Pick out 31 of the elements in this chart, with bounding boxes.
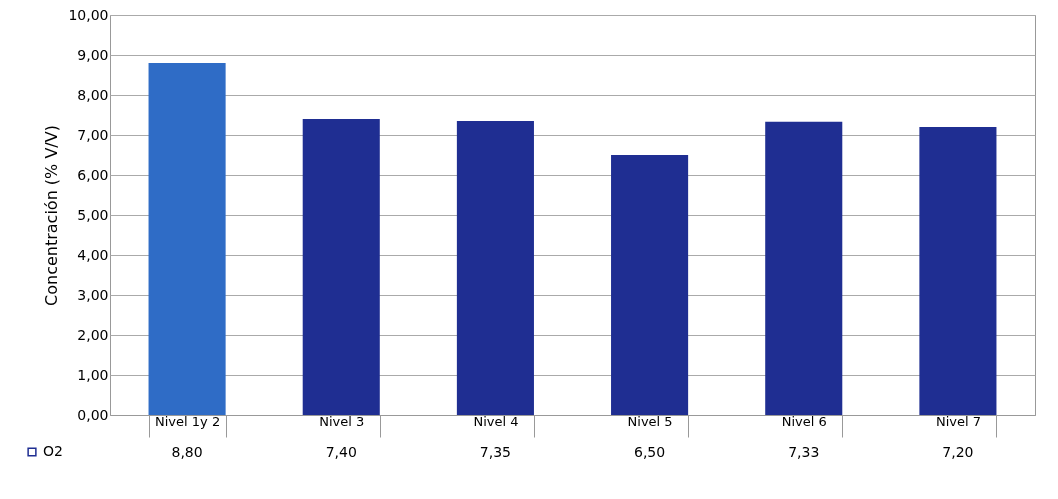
x-tick-label: Nivel 1y 2 — [155, 413, 221, 429]
y-tick-label: 4,00 — [77, 246, 109, 263]
y-tick-label: 9,00 — [77, 46, 109, 63]
y-tick-label: 2,00 — [77, 326, 109, 343]
y-tick-label: 8,00 — [77, 86, 109, 103]
bar — [302, 119, 380, 415]
bar — [765, 121, 843, 415]
x-tick-label: Nivel 3 — [319, 413, 365, 429]
y-tick-label: 0,00 — [77, 406, 109, 423]
x-tick-label: Nivel 5 — [627, 413, 673, 429]
y-tick-label: 3,00 — [77, 286, 109, 303]
y-axis-title: Concentración (% V/V) — [42, 125, 62, 306]
y-tick-label: 5,00 — [77, 206, 109, 223]
data-label: 7,40 — [325, 444, 357, 460]
y-tick-label: 7,00 — [77, 126, 109, 143]
data-label: 7,35 — [479, 444, 511, 460]
x-tick-label: Nivel 6 — [781, 413, 827, 429]
y-tick-label: 10,00 — [68, 6, 109, 23]
data-label: 7,20 — [942, 444, 974, 460]
bar — [919, 127, 997, 415]
y-tick-label: 6,00 — [77, 166, 109, 183]
x-tick-label: Nivel 4 — [473, 413, 519, 429]
data-label: 6,50 — [634, 444, 666, 460]
x-tick-label: Nivel 7 — [935, 413, 981, 429]
bar — [611, 155, 689, 415]
y-tick-label: 1,00 — [77, 366, 109, 383]
data-label: 7,33 — [788, 444, 820, 460]
bar — [148, 63, 226, 415]
legend-label: O2 — [43, 443, 63, 459]
bar — [456, 121, 534, 415]
data-label: 8,80 — [171, 444, 203, 460]
